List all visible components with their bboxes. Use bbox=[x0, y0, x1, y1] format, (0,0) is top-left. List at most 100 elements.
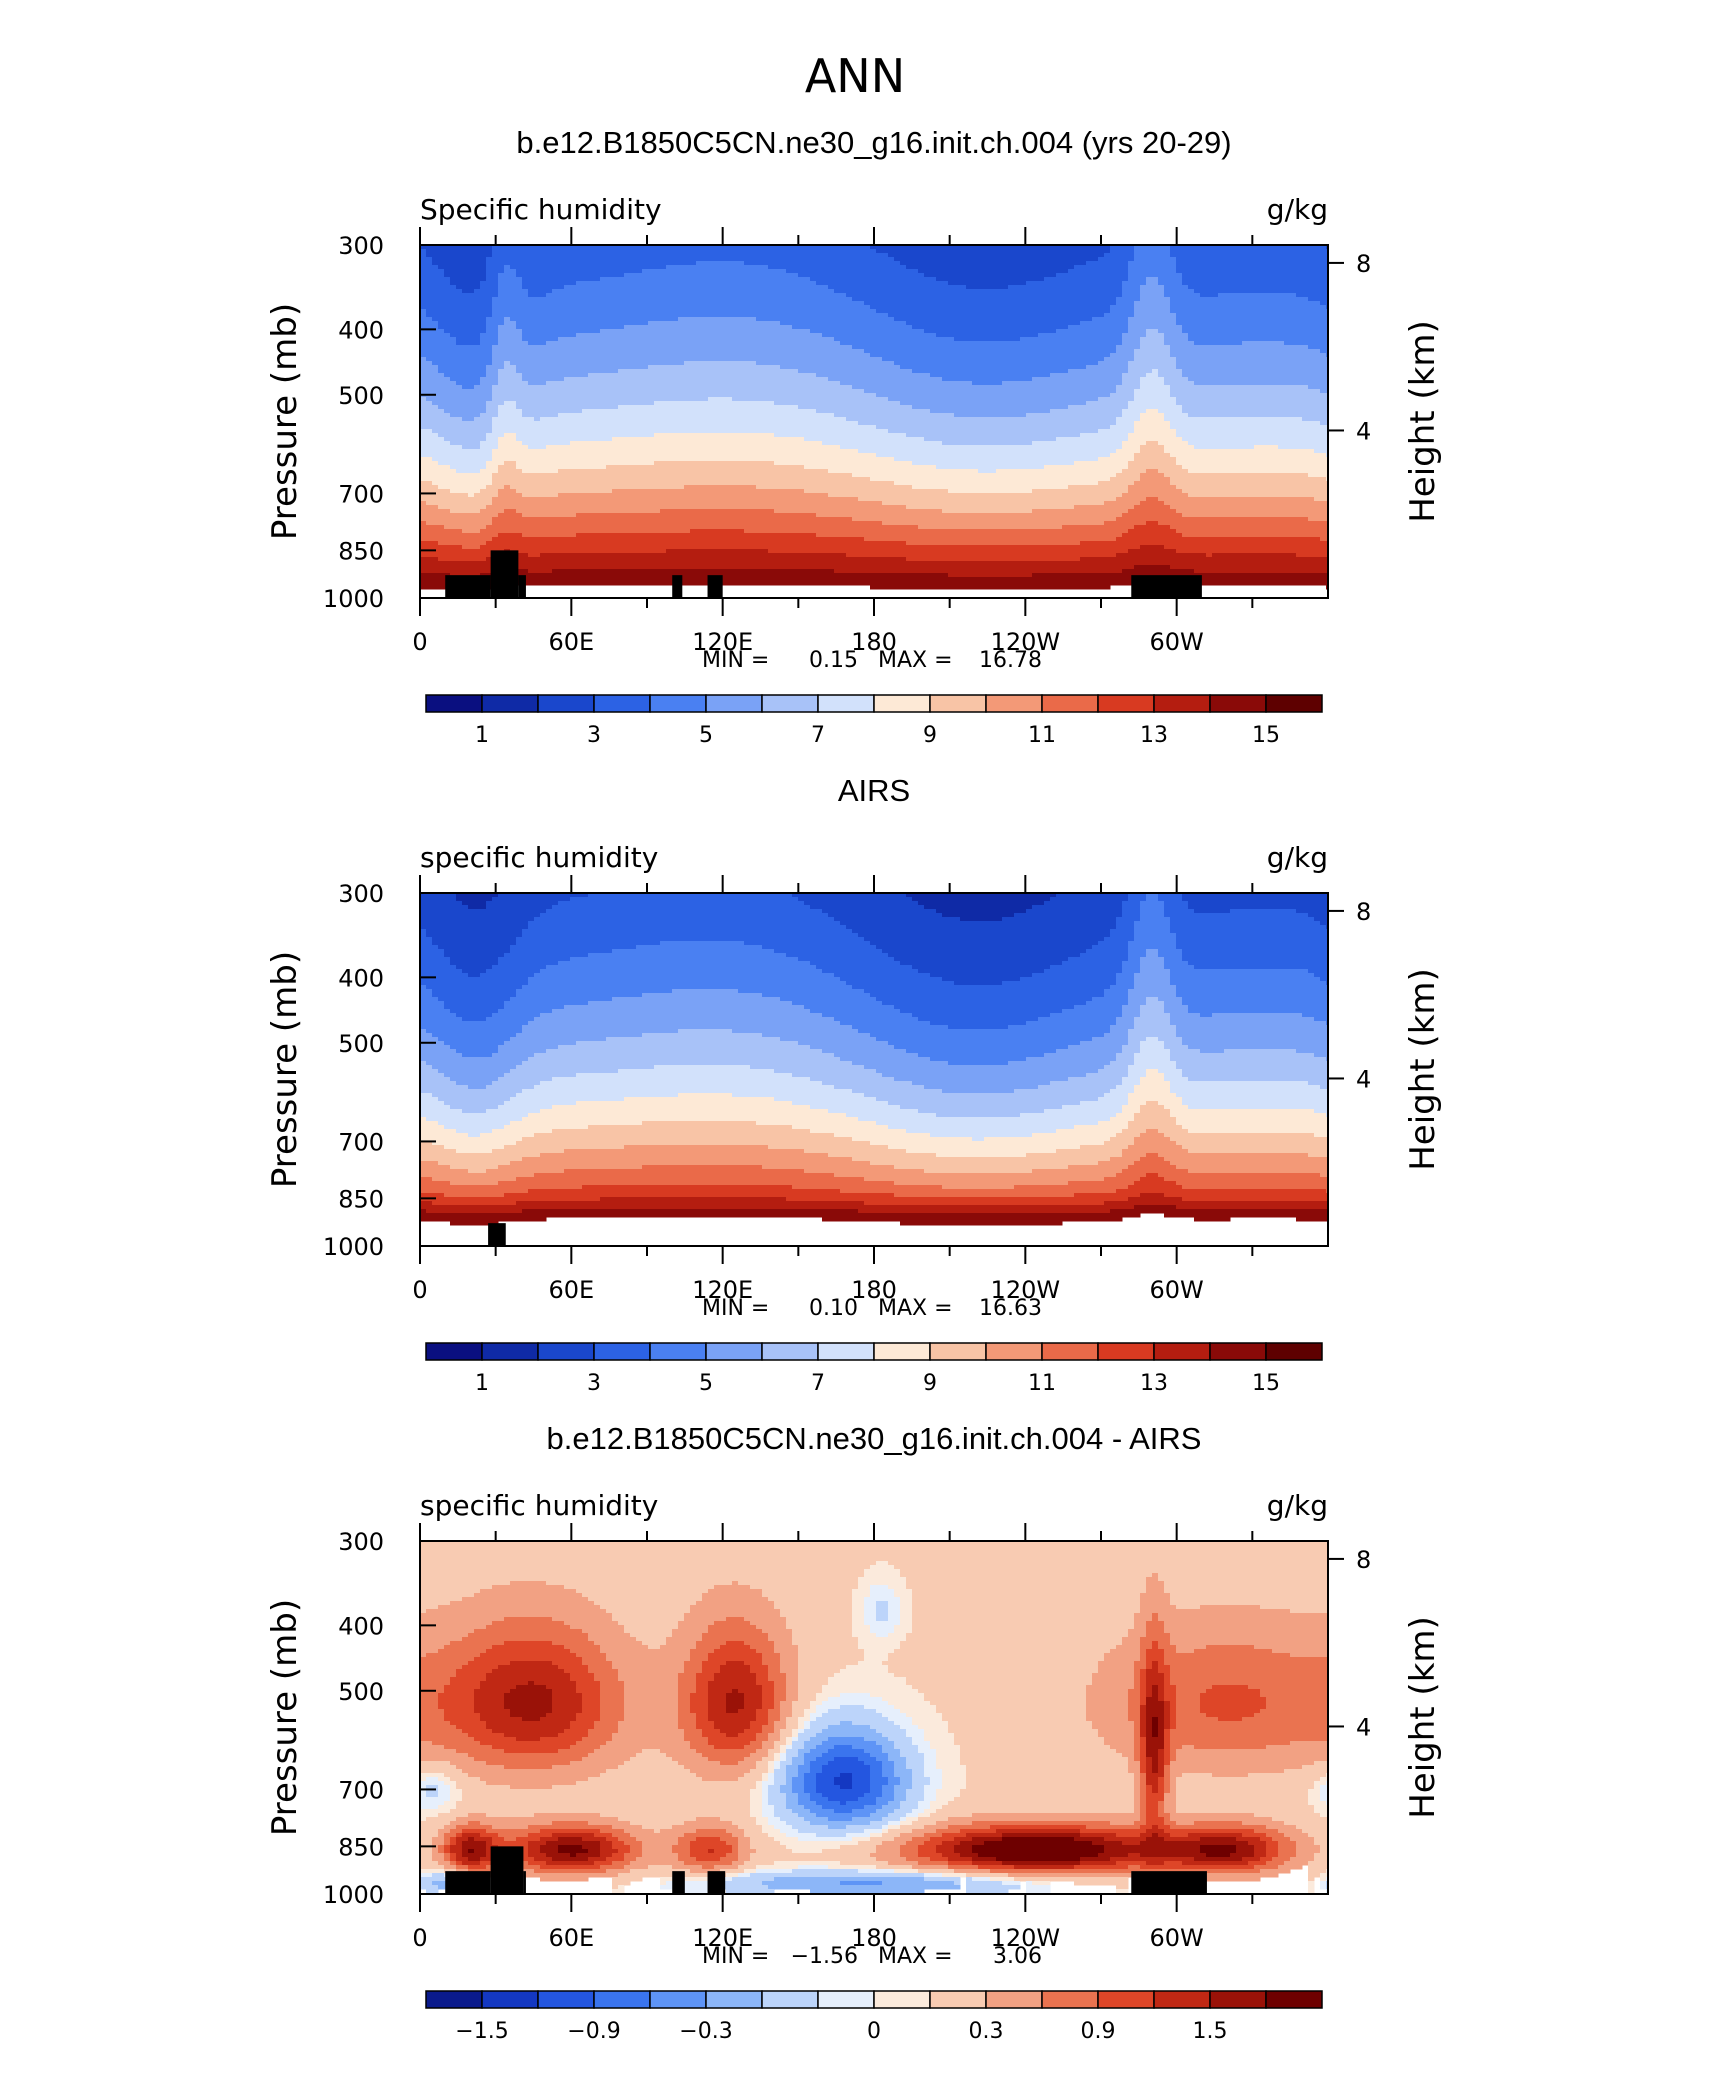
terrain-mask bbox=[518, 575, 526, 598]
panel-variable-label: specific humidity bbox=[420, 841, 658, 874]
colorbar-tick-label: 3 bbox=[587, 723, 601, 748]
figure-title: ANN bbox=[805, 49, 905, 103]
y-tick-label: 500 bbox=[338, 382, 384, 410]
colorbar-swatch bbox=[537, 1342, 595, 1361]
colorbar-swatch bbox=[873, 1342, 931, 1361]
max-label: MAX = bbox=[878, 648, 953, 673]
terrain-mask bbox=[488, 1223, 506, 1246]
y-tick-label: 400 bbox=[338, 964, 384, 992]
right-axis-title: Height (km) bbox=[1403, 1616, 1443, 1819]
terrain-mask bbox=[1131, 575, 1202, 598]
terrain-mask bbox=[672, 1871, 685, 1894]
panel-title: b.e12.B1850C5CN.ne30_g16.init.ch.004 (yr… bbox=[516, 125, 1231, 160]
panel-units-label: g/kg bbox=[1267, 841, 1328, 874]
min-label: MIN = bbox=[702, 1944, 769, 1969]
panel-3: b.e12.B1850C5CN.ne30_g16.init.ch.004 - A… bbox=[265, 1421, 1443, 2044]
colorbar-tick-label: 1 bbox=[475, 723, 489, 748]
colorbar-tick-label: −0.9 bbox=[567, 2019, 620, 2044]
colorbar-tick-label: 13 bbox=[1140, 723, 1168, 748]
colorbar-tick-label: −1.5 bbox=[455, 2019, 508, 2044]
right-axis-title: Height (km) bbox=[1403, 968, 1443, 1171]
terrain-mask bbox=[707, 1871, 726, 1894]
colorbar-swatch bbox=[1153, 694, 1211, 713]
y-tick-label: 400 bbox=[338, 1612, 384, 1640]
contour-field bbox=[420, 893, 1329, 1226]
x-tick-label: 60E bbox=[548, 628, 594, 656]
y-tick-label: 700 bbox=[338, 1128, 384, 1156]
colorbar-tick-label: 1 bbox=[475, 1371, 489, 1396]
colorbar-tick-label: 1.5 bbox=[1193, 2019, 1228, 2044]
colorbar-swatch bbox=[1041, 694, 1099, 713]
colorbar-swatch bbox=[649, 694, 707, 713]
y-tick-label: 850 bbox=[338, 1185, 384, 1213]
colorbar-swatch bbox=[1209, 1990, 1267, 2009]
min-value: 0.15 bbox=[809, 648, 858, 673]
colorbar-swatch bbox=[1209, 694, 1267, 713]
panels: b.e12.B1850C5CN.ne30_g16.init.ch.004 (yr… bbox=[265, 125, 1443, 2044]
min-value: 0.10 bbox=[809, 1296, 858, 1321]
height-tick-label: 4 bbox=[1356, 417, 1371, 445]
colorbar-swatch bbox=[1265, 1990, 1323, 2009]
colorbar: 1 3 5 7 9 11 13 15 bbox=[425, 1342, 1323, 1396]
colorbar-swatch bbox=[929, 694, 987, 713]
colorbar-swatch bbox=[761, 1342, 819, 1361]
height-tick-label: 4 bbox=[1356, 1065, 1371, 1093]
colorbar-swatch bbox=[817, 1990, 875, 2009]
colorbar-swatch bbox=[929, 1342, 987, 1361]
colorbar-swatch bbox=[873, 1990, 931, 2009]
colorbar-tick-label: 15 bbox=[1252, 1371, 1280, 1396]
colorbar-swatch bbox=[985, 694, 1043, 713]
y-axis-title: Pressure (mb) bbox=[265, 951, 305, 1188]
panel-variable-label: specific humidity bbox=[420, 1489, 658, 1522]
colorbar-swatch bbox=[705, 1990, 763, 2009]
colorbar-swatch bbox=[481, 1990, 539, 2009]
contour-field bbox=[420, 1541, 1329, 1894]
colorbar-swatch bbox=[761, 694, 819, 713]
colorbar-tick-label: 7 bbox=[811, 1371, 825, 1396]
colorbar-swatch bbox=[649, 1342, 707, 1361]
max-value: 3.06 bbox=[993, 1944, 1042, 1969]
colorbar-swatch bbox=[985, 1990, 1043, 2009]
x-tick-label: 60W bbox=[1150, 628, 1204, 656]
panel-units-label: g/kg bbox=[1267, 193, 1328, 226]
colorbar-tick-label: 7 bbox=[811, 723, 825, 748]
x-tick-label: 120W bbox=[991, 628, 1061, 656]
colorbar-tick-label: 9 bbox=[923, 723, 937, 748]
terrain-mask bbox=[707, 575, 723, 598]
y-axis-title: Pressure (mb) bbox=[265, 1599, 305, 1836]
colorbar-swatch bbox=[537, 1990, 595, 2009]
colorbar-swatch bbox=[593, 1990, 651, 2009]
colorbar-swatch bbox=[1153, 1990, 1211, 2009]
colorbar-tick-label: 15 bbox=[1252, 723, 1280, 748]
panel-title: AIRS bbox=[838, 773, 910, 808]
y-tick-label: 400 bbox=[338, 316, 384, 344]
x-tick-label: 120E bbox=[692, 628, 753, 656]
x-tick-label: 180 bbox=[851, 628, 897, 656]
colorbar-swatch bbox=[593, 694, 651, 713]
x-tick-label: 60E bbox=[548, 1276, 594, 1304]
x-tick-label: 0 bbox=[412, 1924, 427, 1952]
colorbar-swatch bbox=[1265, 694, 1323, 713]
colorbar-swatch bbox=[761, 1990, 819, 2009]
y-tick-label: 500 bbox=[338, 1030, 384, 1058]
x-tick-label: 0 bbox=[412, 1276, 427, 1304]
colorbar-tick-label: 5 bbox=[699, 1371, 713, 1396]
colorbar-swatch bbox=[1265, 1342, 1323, 1361]
colorbar-tick-label: −0.3 bbox=[679, 2019, 732, 2044]
contour-field bbox=[420, 245, 1329, 590]
colorbar-tick-label: 0 bbox=[867, 2019, 881, 2044]
x-tick-label: 60W bbox=[1150, 1924, 1204, 1952]
right-axis-title: Height (km) bbox=[1403, 320, 1443, 523]
y-tick-label: 850 bbox=[338, 1833, 384, 1861]
colorbar-swatch bbox=[1209, 1342, 1267, 1361]
x-tick-label: 0 bbox=[412, 628, 427, 656]
terrain-mask bbox=[445, 575, 491, 598]
y-tick-label: 300 bbox=[338, 1528, 384, 1556]
colorbar-tick-label: 11 bbox=[1028, 723, 1056, 748]
colorbar-swatch bbox=[1097, 694, 1155, 713]
panel-variable-label: Specific humidity bbox=[420, 193, 662, 226]
colorbar-swatch bbox=[1153, 1342, 1211, 1361]
colorbar: 1 3 5 7 9 11 13 15 bbox=[425, 694, 1323, 748]
colorbar-swatch bbox=[425, 694, 483, 713]
